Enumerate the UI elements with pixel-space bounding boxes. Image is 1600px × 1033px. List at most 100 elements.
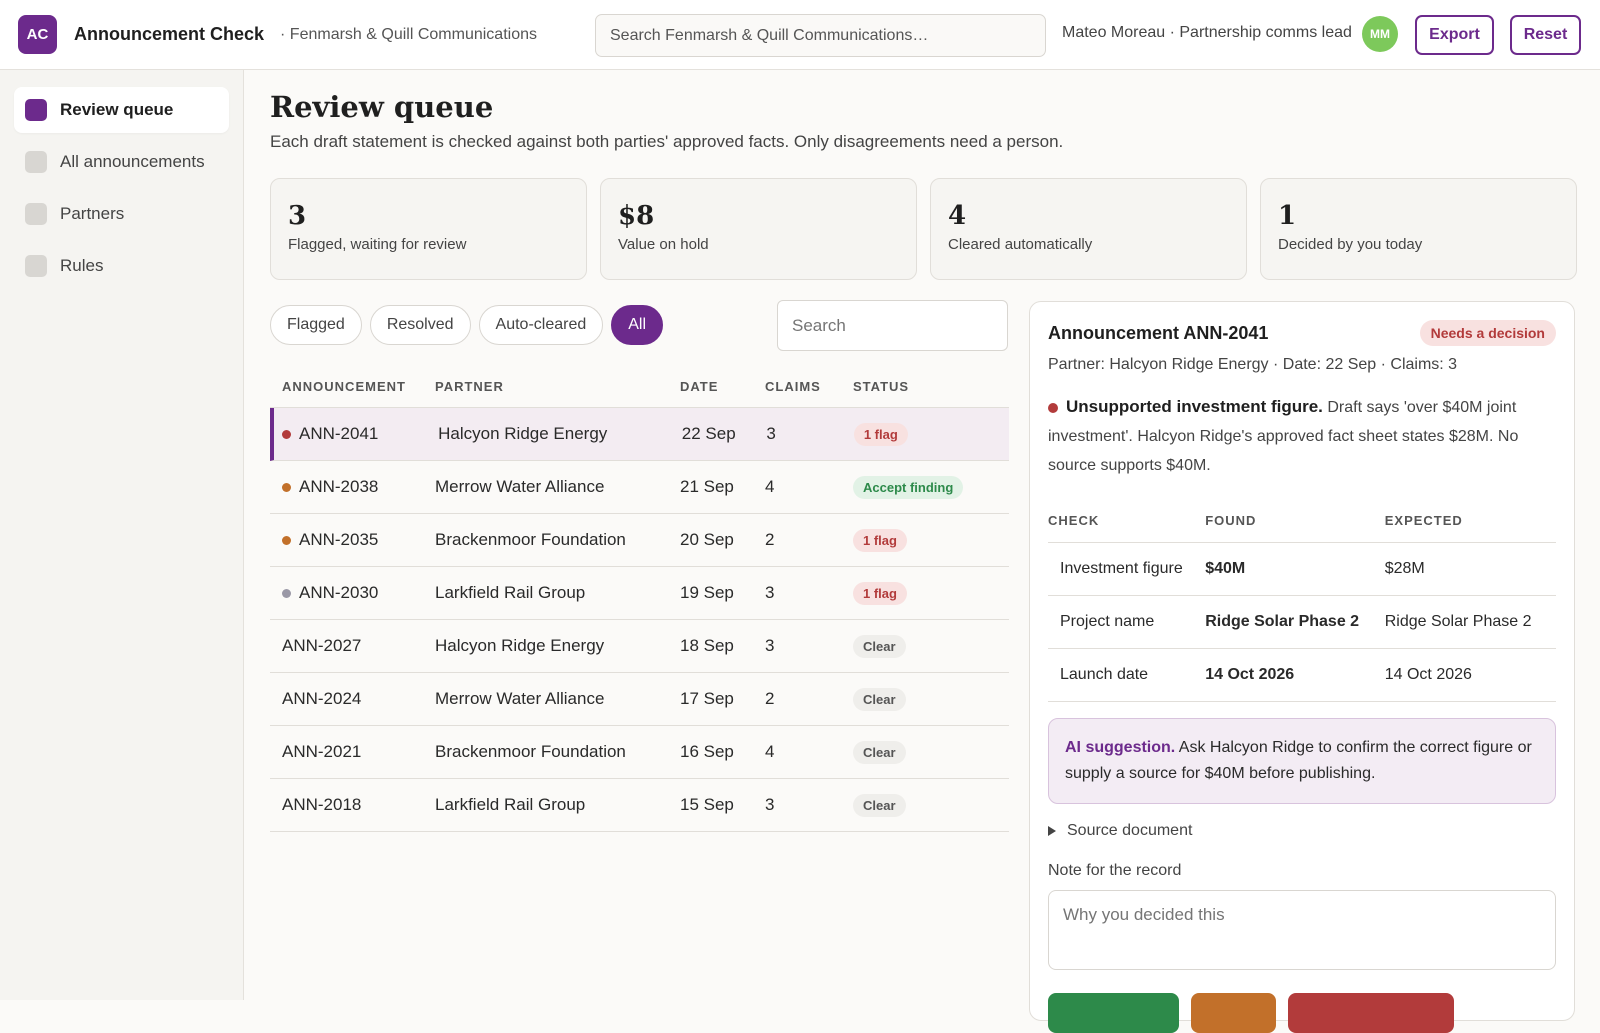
check-expected: 14 Oct 2026 (1384, 648, 1556, 702)
column-header-check: CHECK (1048, 500, 1206, 543)
claims-cell: 3 (765, 583, 775, 602)
check-name: Launch date (1048, 648, 1206, 702)
source-document-label: Source document (1067, 821, 1193, 839)
table-row[interactable]: ANN-2038 Merrow Water Alliance 21 Sep 4 Acce… (270, 461, 1009, 514)
app-title: Announcement Check (74, 24, 265, 44)
announcement-id-cell: ANN-2041 (274, 424, 438, 444)
column-header-found: FOUND (1205, 500, 1385, 543)
status-badge: Clear (853, 687, 906, 711)
status-filter-group: Flagged Resolved Auto-cleared All (270, 305, 664, 345)
reject-button[interactable] (1288, 992, 1454, 1033)
flag-dot-icon (1048, 402, 1058, 413)
date-cell: 20 Sep (680, 530, 734, 549)
announcement-id-cell: ANN-2038 (270, 477, 435, 497)
announcement-id: ANN-2035 (299, 530, 379, 549)
table-row[interactable]: ANN-2035 Brackenmoor Foundation 20 Sep 2 1 f… (270, 514, 1009, 567)
queue-search-input[interactable] (777, 300, 1008, 351)
stat-label: Decided by you today (1278, 236, 1423, 253)
top-bar: AC Announcement Check · Fenmarsh & Quill… (0, 0, 1600, 70)
partner-cell: Merrow Water Alliance (435, 477, 605, 496)
check-name: Project name (1048, 595, 1206, 649)
note-field[interactable] (1048, 889, 1556, 970)
announcement-id-cell: ANN-2018 (270, 795, 435, 815)
stat-card-value-on-hold: $8 Value on hold (600, 178, 917, 280)
date-cell: 19 Sep (680, 583, 734, 602)
partner-cell: Larkfield Rail Group (435, 583, 586, 602)
table-row[interactable]: ANN-2018 Larkfield Rail Group 15 Sep 3 Clear (270, 779, 1009, 832)
sidebar-item-review-queue[interactable]: Review queue (14, 87, 229, 133)
ai-suggestion-title: AI suggestion. (1065, 738, 1176, 756)
detail-title: Announcement ANN-2041 (1048, 322, 1269, 343)
sidebar-item-partners[interactable]: Partners (14, 191, 229, 237)
check-name: Investment figure (1048, 542, 1206, 596)
column-header-expected: EXPECTED (1384, 500, 1556, 543)
detail-meta: Partner: Halcyon Ridge Energy · Date: 22… (1048, 356, 1458, 373)
filter-flagged[interactable]: Flagged (270, 305, 362, 345)
announcement-id: ANN-2021 (282, 742, 362, 761)
announcement-id: ANN-2038 (299, 477, 379, 496)
partner-cell: Larkfield Rail Group (435, 795, 586, 814)
check-expected: $28M (1384, 542, 1556, 596)
filter-all[interactable]: All (611, 305, 664, 345)
announcement-id-cell: ANN-2035 (270, 530, 435, 550)
export-button[interactable]: Export (1415, 15, 1494, 55)
disclosure-triangle-icon (1048, 825, 1056, 836)
stat-value: 3 (288, 201, 307, 231)
status-cell: 1 flag (853, 581, 1009, 605)
check-row: Investment figure $40M $28M (1048, 542, 1556, 596)
date-cell: 16 Sep (680, 742, 734, 761)
status-badge: Clear (853, 793, 906, 817)
table-row[interactable]: ANN-2027 Halcyon Ridge Energy 18 Sep 3 Clear (270, 620, 1009, 673)
sidebar: Review queue All announcements Partners … (0, 70, 244, 1000)
finding-text: Draft says 'over $40M joint investment'.… (1048, 399, 1519, 474)
column-header-claims[interactable]: CLAIMS (765, 379, 821, 394)
stat-card-cleared: 4 Cleared automatically (930, 178, 1247, 280)
partner-cell: Merrow Water Alliance (435, 689, 605, 708)
column-header-status[interactable]: STATUS (853, 379, 910, 394)
column-header-announcement[interactable]: ANNOUNCEMENT (282, 379, 406, 394)
announcements-icon (25, 151, 47, 173)
stat-value: 1 (1278, 201, 1297, 231)
announcement-id-cell: ANN-2021 (270, 742, 435, 762)
date-cell: 17 Sep (680, 689, 734, 708)
page-title: Review queue (270, 90, 494, 124)
column-header-date[interactable]: DATE (680, 379, 719, 394)
global-search-input[interactable]: Search Fenmarsh & Quill Communications… (595, 14, 1046, 57)
check-found: $40M (1205, 542, 1385, 596)
table-row[interactable]: ANN-2041 Halcyon Ridge Energy 22 Sep 3 1 fla… (270, 408, 1009, 461)
stat-card-decided: 1 Decided by you today (1260, 178, 1577, 280)
announcement-id: ANN-2027 (282, 636, 362, 655)
page-subtitle: Each draft statement is checked against … (270, 132, 1064, 151)
org-name: · Fenmarsh & Quill Communications (280, 25, 537, 43)
sidebar-item-all-announcements[interactable]: All announcements (14, 139, 229, 185)
ai-suggestion-text: Ask Halcyon Ridge to confirm the correct… (1065, 738, 1532, 782)
decision-actions (1048, 992, 1556, 1033)
announcement-detail-panel: Announcement ANN-2041 Needs a decision P… (1029, 301, 1575, 1033)
approve-button[interactable] (1048, 992, 1179, 1033)
avatar[interactable]: MM (1362, 16, 1398, 52)
reset-button[interactable]: Reset (1510, 15, 1581, 55)
announcement-id-cell: ANN-2024 (270, 689, 435, 709)
date-cell: 22 Sep (681, 424, 736, 443)
status-badge: Accept finding (853, 475, 964, 499)
sidebar-item-rules[interactable]: Rules (14, 243, 229, 289)
main-content: Review queue Each draft statement is che… (270, 90, 1577, 1033)
table-row[interactable]: ANN-2021 Brackenmoor Foundation 16 Sep 4 Cle… (270, 726, 1009, 779)
column-header-partner[interactable]: PARTNER (435, 379, 504, 394)
table-row[interactable]: ANN-2024 Merrow Water Alliance 17 Sep 2 Clea… (270, 673, 1009, 726)
claims-cell: 3 (765, 636, 775, 655)
source-document-toggle[interactable]: Source document (1048, 822, 1556, 840)
filter-auto-cleared[interactable]: Auto-cleared (478, 305, 604, 345)
status-badge: 1 flag (853, 422, 908, 446)
claims-cell: 3 (765, 795, 775, 814)
announcement-id-cell: ANN-2030 (270, 583, 435, 603)
status-cell: Clear (853, 740, 1009, 764)
hold-button[interactable] (1191, 992, 1276, 1033)
finding-title: Unsupported investment figure. (1066, 397, 1323, 416)
finding-summary: Unsupported investment figure. Draft say… (1048, 392, 1556, 480)
status-badge: Clear (853, 740, 906, 764)
table-row[interactable]: ANN-2030 Larkfield Rail Group 19 Sep 3 1 fla… (270, 567, 1009, 620)
claims-cell: 4 (765, 477, 775, 496)
claims-cell: 4 (765, 742, 775, 761)
filter-resolved[interactable]: Resolved (369, 305, 471, 345)
